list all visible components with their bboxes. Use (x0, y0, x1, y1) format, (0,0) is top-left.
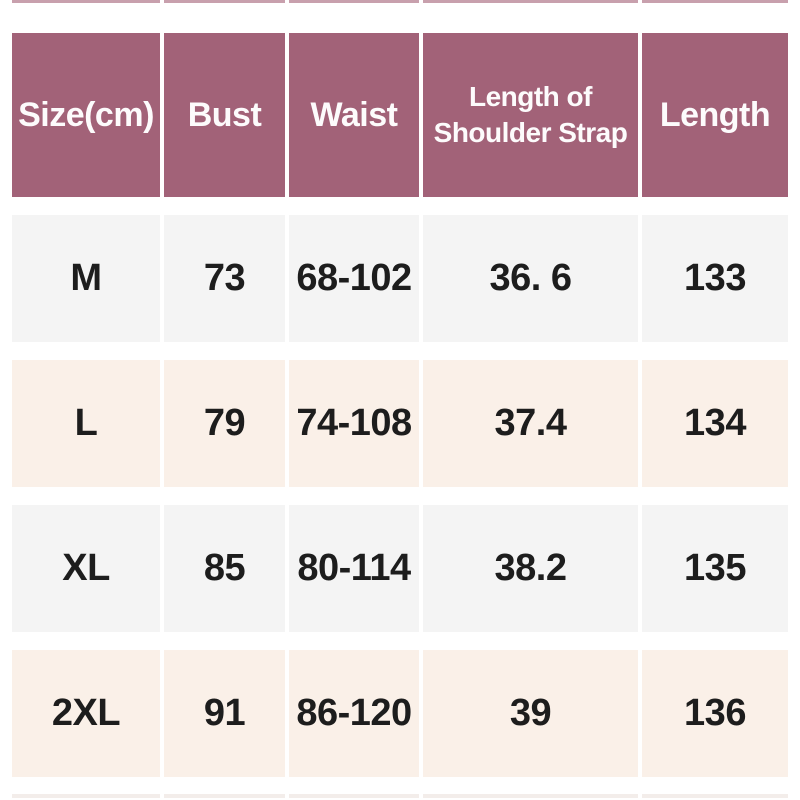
waist-cell: 74-108 (289, 360, 419, 487)
header-bust: Bust (164, 33, 285, 197)
cropped-cell (423, 0, 638, 3)
bust-cell: 85 (164, 505, 285, 632)
length-cell: 133 (642, 215, 788, 342)
cropped-cell (164, 794, 285, 798)
cropped-cell (12, 0, 160, 3)
size-cell: XL (12, 505, 160, 632)
header-length: Length (642, 33, 788, 197)
cropped-row-top (12, 0, 788, 3)
bust-cell: 91 (164, 650, 285, 777)
bust-cell: 73 (164, 215, 285, 342)
cropped-cell (423, 794, 638, 798)
size-cell: M (12, 215, 160, 342)
waist-cell: 68-102 (289, 215, 419, 342)
waist-cell: 80-114 (289, 505, 419, 632)
strap-length-cell: 36. 6 (423, 215, 638, 342)
size-cell: L (12, 360, 160, 487)
waist-cell: 86-120 (289, 650, 419, 777)
header-waist: Waist (289, 33, 419, 197)
header-size: Size(cm) (12, 33, 160, 197)
cropped-cell (289, 0, 419, 3)
header-shoulder-strap-length: Length of Shoulder Strap (423, 33, 638, 197)
strap-length-cell: 38.2 (423, 505, 638, 632)
strap-length-cell: 39 (423, 650, 638, 777)
size-cell: 2XL (12, 650, 160, 777)
cropped-cell (289, 794, 419, 798)
cropped-cell (642, 794, 788, 798)
cropped-cell (164, 0, 285, 3)
cropped-cell (642, 0, 788, 3)
cropped-cell (12, 794, 160, 798)
length-cell: 136 (642, 650, 788, 777)
size-chart-table: Size(cm) Bust Waist Length of Shoulder S… (12, 33, 788, 777)
bust-cell: 79 (164, 360, 285, 487)
length-cell: 135 (642, 505, 788, 632)
cropped-row-bottom (12, 794, 788, 798)
length-cell: 134 (642, 360, 788, 487)
strap-length-cell: 37.4 (423, 360, 638, 487)
